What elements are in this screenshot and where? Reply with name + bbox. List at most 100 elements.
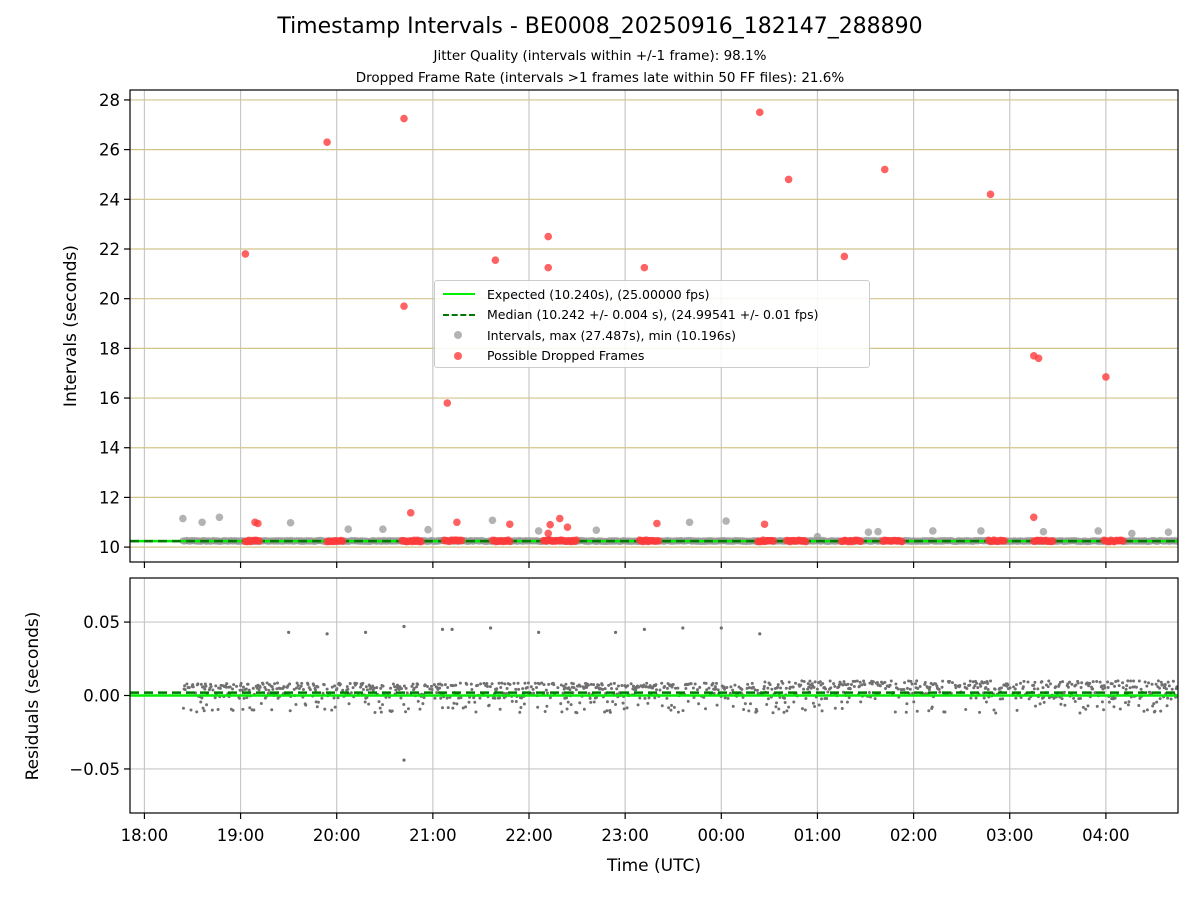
residual-point — [244, 687, 248, 691]
residual-point — [807, 685, 811, 689]
residual-point — [257, 688, 261, 692]
residual-point — [1170, 687, 1174, 691]
residual-point — [908, 687, 912, 691]
residual-point — [282, 685, 286, 689]
residual-point — [476, 683, 480, 687]
residual-point — [1153, 709, 1157, 713]
residual-point — [323, 707, 327, 711]
residual-point — [205, 703, 209, 707]
residual-point — [452, 701, 456, 705]
chart-legend: Expected (10.240s), (25.00000 fps) Media… — [434, 280, 870, 368]
residual-point — [645, 681, 649, 685]
residual-point — [499, 686, 503, 690]
residual-point — [201, 706, 205, 710]
residual-point — [621, 701, 625, 705]
residual-point — [681, 709, 685, 713]
residual-point — [658, 688, 662, 692]
residual-point — [781, 681, 785, 685]
residual-point — [512, 681, 516, 685]
residual-point — [464, 705, 468, 709]
legend-item-expected: Expected (10.240s), (25.00000 fps) — [441, 284, 863, 305]
legend-item-dropped-frames: Possible Dropped Frames — [441, 346, 863, 367]
residual-point — [246, 682, 250, 686]
residual-point — [473, 700, 477, 704]
residual-point — [979, 684, 983, 688]
intervals-y-tick-label: 22 — [99, 240, 120, 259]
residual-point — [361, 681, 365, 685]
residuals-x-tick-label: 02:00 — [890, 826, 938, 845]
residual-point — [1015, 708, 1019, 712]
interval-point — [379, 525, 387, 534]
legend-label-intervals: Intervals, max (27.487s), min (10.196s) — [487, 327, 737, 343]
residual-point — [774, 705, 778, 709]
residual-point — [986, 687, 990, 691]
residual-point — [559, 702, 563, 706]
residual-point — [505, 691, 509, 695]
residual-point — [777, 707, 781, 711]
residual-point — [1058, 680, 1062, 684]
residual-point — [1073, 699, 1077, 703]
residual-point — [1100, 700, 1104, 704]
residual-point — [1072, 696, 1076, 700]
residual-point — [802, 680, 806, 684]
residual-point — [674, 686, 678, 690]
residual-point — [209, 685, 213, 689]
residual-point — [846, 682, 850, 686]
residual-point — [349, 691, 353, 695]
residual-point — [848, 687, 852, 691]
residual-point — [455, 702, 459, 706]
residual-point — [247, 688, 251, 692]
residual-point — [537, 682, 541, 686]
residual-point — [855, 679, 859, 683]
residual-point — [1062, 690, 1066, 694]
dropped-frame-point — [555, 514, 564, 523]
residual-point — [858, 680, 862, 684]
residual-point — [1116, 679, 1120, 683]
residual-point — [1047, 696, 1051, 700]
residual-point — [402, 684, 406, 688]
residual-point — [909, 679, 913, 683]
residual-point — [320, 696, 324, 700]
dropped-frame-point — [563, 523, 572, 532]
residual-point — [746, 682, 750, 686]
residual-point — [771, 711, 775, 715]
residual-point — [404, 686, 408, 690]
residual-point — [1001, 697, 1005, 701]
interval-point — [424, 525, 432, 534]
interval-point — [813, 532, 822, 541]
residual-point — [663, 685, 667, 689]
residual-point — [533, 681, 537, 685]
residual-point — [802, 687, 806, 691]
residual-point — [1054, 685, 1058, 689]
residual-point — [609, 682, 613, 686]
dropped-frame-point — [898, 537, 906, 546]
residual-point — [1095, 704, 1099, 708]
residual-point — [363, 630, 368, 634]
interval-point — [929, 527, 937, 535]
residual-point — [907, 679, 911, 683]
residual-point — [415, 685, 419, 689]
residual-point — [535, 685, 539, 689]
residual-point — [411, 682, 415, 686]
legend-item-median: Median (10.242 +/- 0.004 s), (24.99541 +… — [441, 305, 863, 326]
residual-point — [963, 682, 967, 686]
residual-point — [1166, 680, 1170, 684]
residual-point — [713, 685, 717, 689]
residuals-x-tick-label: 19:00 — [217, 826, 265, 845]
residual-point — [820, 709, 824, 713]
residual-point — [1061, 680, 1065, 684]
residual-point — [1124, 701, 1128, 705]
residual-point — [605, 709, 609, 713]
residual-point — [519, 706, 523, 710]
residual-point — [237, 696, 241, 700]
residual-point — [1154, 682, 1158, 686]
residuals-y-axis-label: Residuals (seconds) — [23, 612, 43, 781]
interval-point — [685, 518, 694, 527]
residual-point — [1160, 683, 1164, 687]
residual-point — [521, 687, 525, 691]
residual-point — [1079, 696, 1083, 700]
residual-point — [389, 686, 393, 690]
residual-point — [626, 684, 630, 688]
dropped-frame-point — [255, 537, 264, 545]
residuals-x-tick-label: 03:00 — [986, 826, 1034, 845]
